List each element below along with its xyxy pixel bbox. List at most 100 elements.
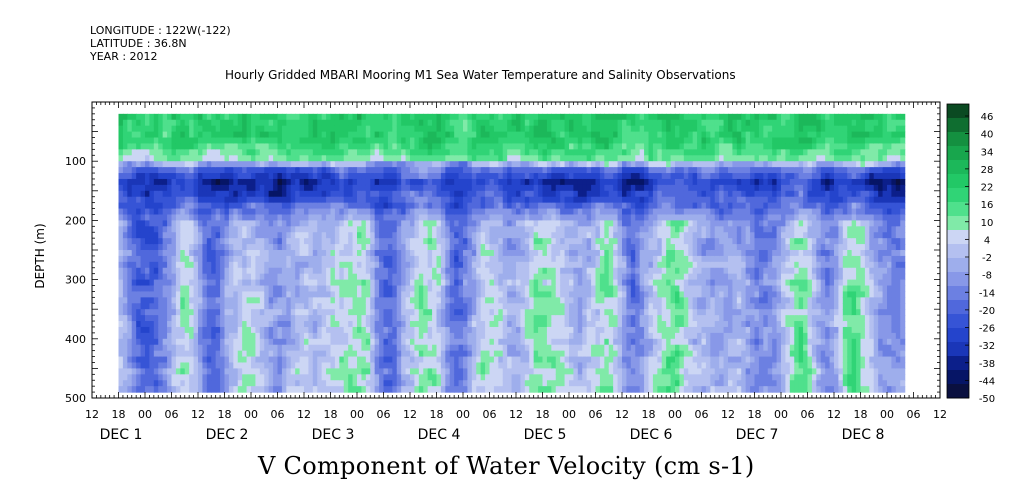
heatmap-cell (198, 285, 204, 293)
heatmap-cell (277, 350, 283, 358)
heatmap-cell (286, 190, 292, 198)
heatmap-cell (211, 137, 217, 145)
heatmap-cell (281, 321, 287, 328)
heatmap-cell (507, 232, 513, 239)
heatmap-cell (184, 238, 190, 245)
heatmap-cell (259, 326, 265, 334)
heatmap-cell (564, 161, 570, 168)
heatmap-cell (405, 125, 411, 133)
heatmap-cell (551, 321, 557, 328)
heatmap-cell (463, 261, 469, 269)
heatmap-cell (136, 244, 142, 251)
heatmap-cell (281, 315, 287, 322)
heatmap-cell (193, 261, 199, 269)
heatmap-cell (140, 344, 146, 352)
heatmap-cell (162, 380, 168, 387)
heatmap-cell (379, 362, 385, 369)
heatmap-cell (454, 326, 460, 334)
heatmap-cell (538, 131, 544, 139)
heatmap-cell (334, 220, 340, 227)
heatmap-cell (317, 208, 323, 216)
heatmap-cell (352, 232, 358, 239)
heatmap-cell (427, 196, 433, 204)
heatmap-cell (242, 113, 248, 121)
heatmap-cell (153, 238, 159, 245)
heatmap-cell (493, 244, 499, 251)
heatmap-cell (387, 113, 393, 121)
heatmap-cell (242, 232, 248, 239)
heatmap-cell (507, 131, 513, 139)
heatmap-cell (560, 368, 566, 375)
heatmap-cell (476, 255, 482, 263)
heatmap-cell (233, 220, 239, 227)
heatmap-cell (343, 303, 349, 310)
heatmap-cell (326, 184, 332, 192)
heatmap-cell (538, 368, 544, 375)
heatmap-cell (277, 338, 283, 346)
heatmap-cell (233, 131, 239, 139)
heatmap-cell (361, 149, 367, 156)
heatmap-cell (560, 338, 566, 346)
heatmap-cell (405, 143, 411, 150)
heatmap-cell (189, 332, 195, 340)
heatmap-cell (343, 309, 349, 316)
heatmap-cell (206, 297, 212, 304)
heatmap-cell (374, 161, 380, 168)
heatmap-cell (542, 125, 548, 133)
heatmap-cell (339, 291, 345, 298)
heatmap-cell (122, 297, 128, 304)
heatmap-cell (564, 238, 570, 245)
heatmap-cell (427, 321, 433, 328)
heatmap-cell (423, 279, 429, 287)
heatmap-cell (242, 362, 248, 369)
heatmap-cell (498, 374, 504, 381)
heatmap-cell (145, 279, 151, 287)
heatmap-cell (516, 338, 522, 346)
heatmap-cell (251, 113, 257, 121)
heatmap-cell (122, 338, 128, 346)
heatmap-cell (171, 202, 177, 210)
heatmap-cell (286, 220, 292, 227)
heatmap-cell (308, 321, 314, 328)
heatmap-cell (343, 119, 349, 127)
heatmap-cell (405, 374, 411, 381)
heatmap-cell (202, 173, 208, 180)
heatmap-cell (502, 338, 508, 346)
heatmap-cell (233, 232, 239, 239)
heatmap-cell (233, 250, 239, 257)
heatmap-cell (237, 273, 243, 281)
heatmap-cell (538, 291, 544, 298)
heatmap-cell (577, 350, 583, 358)
heatmap-cell (551, 232, 557, 239)
heatmap-cell (330, 350, 336, 358)
heatmap-cell (555, 374, 561, 381)
heatmap-cell (228, 208, 234, 216)
heatmap-cell (445, 178, 451, 186)
heatmap-cell (162, 368, 168, 375)
heatmap-cell (348, 386, 354, 393)
heatmap-cell (251, 344, 257, 352)
heatmap-cell (423, 321, 429, 328)
heatmap-cell (268, 167, 274, 174)
heatmap-cell (220, 338, 226, 346)
heatmap-cell (365, 297, 371, 304)
heatmap-cell (242, 173, 248, 180)
heatmap-cell (268, 238, 274, 245)
heatmap-cell (374, 261, 380, 269)
heatmap-cell (334, 285, 340, 293)
heatmap-cell (228, 131, 234, 139)
heatmap-cell (432, 214, 438, 221)
heatmap-cell (281, 332, 287, 340)
heatmap-cell (449, 362, 455, 369)
heatmap-cell (122, 137, 128, 145)
heatmap-cell (485, 155, 491, 162)
heatmap-cell (418, 214, 424, 221)
heatmap-cell (493, 125, 499, 133)
heatmap-cell (449, 113, 455, 121)
heatmap-cell (180, 350, 186, 358)
heatmap-cell (489, 149, 495, 156)
heatmap-cell (352, 362, 358, 369)
heatmap-cell (273, 226, 279, 233)
heatmap-cell (520, 137, 526, 145)
heatmap-cell (299, 214, 305, 221)
